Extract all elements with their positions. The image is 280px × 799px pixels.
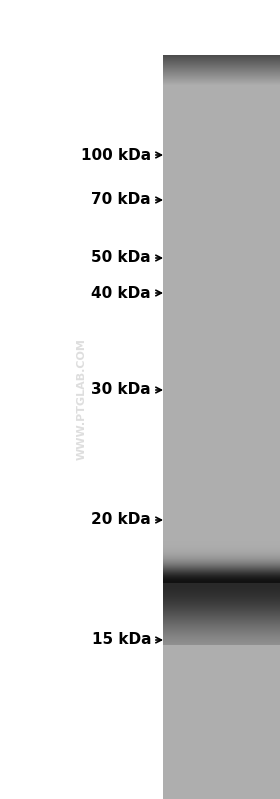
Text: 70 kDa: 70 kDa xyxy=(91,193,151,208)
Text: 30 kDa: 30 kDa xyxy=(91,383,151,397)
Text: 20 kDa: 20 kDa xyxy=(91,512,151,527)
Text: 40 kDa: 40 kDa xyxy=(91,285,151,300)
Text: WWW.PTGLAB.COM: WWW.PTGLAB.COM xyxy=(76,339,87,460)
Text: 50 kDa: 50 kDa xyxy=(91,251,151,265)
Text: 15 kDa: 15 kDa xyxy=(92,633,151,647)
Text: 100 kDa: 100 kDa xyxy=(81,148,151,162)
